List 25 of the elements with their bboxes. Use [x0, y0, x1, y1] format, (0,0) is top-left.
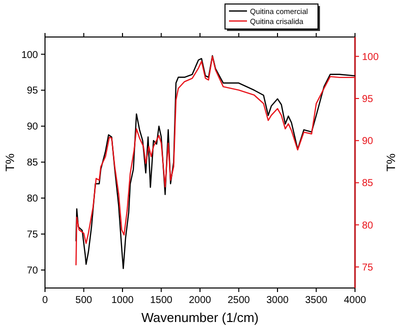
x-tick-label: 1500 [150, 295, 173, 306]
y2-tick-label: 95 [362, 94, 374, 105]
y2-tick-label: 100 [362, 52, 380, 63]
y2-tick-label: 80 [362, 220, 374, 232]
y-tick-label: 90 [26, 122, 38, 133]
y-tick-label: 85 [26, 158, 38, 169]
x-tick-label: 500 [75, 295, 93, 306]
y-tick-label: 100 [21, 50, 38, 61]
y-tick-label: 95 [26, 86, 38, 97]
x-tick-label: 1000 [111, 295, 134, 306]
x-tick-label: 4000 [344, 295, 367, 306]
y-tick-label: 70 [26, 266, 38, 277]
x-tick-label: 0 [42, 295, 48, 306]
x-tick-label: 2000 [188, 295, 212, 306]
x-axis-title: Wavenumber (1/cm) [141, 310, 259, 325]
y2-axis-title: T% [384, 153, 398, 172]
y2-tick-label: 85 [362, 178, 374, 190]
x-tick-label: 2500 [228, 295, 250, 306]
x-tick-label: 3500 [305, 295, 328, 306]
y2-tick-label: 75 [362, 262, 374, 274]
x-tick-label: 3000 [266, 295, 290, 306]
y-tick-label: 80 [26, 194, 38, 205]
y-axis-title: T% [3, 153, 17, 172]
y2-tick-label: 90 [362, 136, 374, 148]
y-tick-label: 75 [26, 230, 38, 241]
